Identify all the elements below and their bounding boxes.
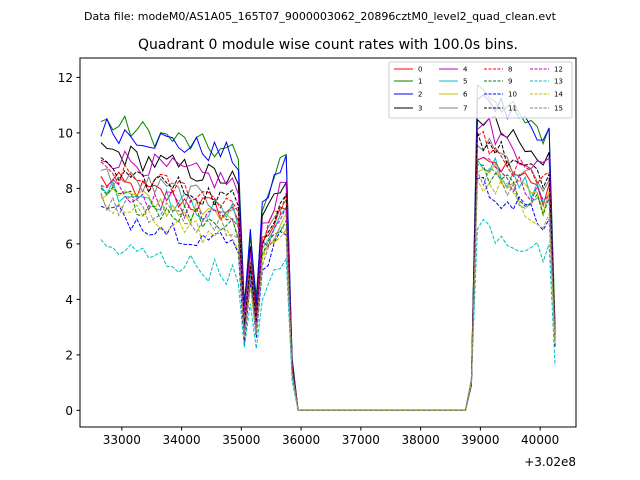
legend-label-8: 8	[508, 66, 512, 74]
legend-box	[388, 61, 573, 119]
x-tick-label: 36000	[282, 433, 320, 447]
x-tick-label: 35000	[222, 433, 260, 447]
y-tick-label: 6	[65, 237, 73, 251]
series-line-7	[100, 137, 556, 411]
x-tick-label: 39000	[461, 433, 499, 447]
series-line-2	[100, 94, 556, 411]
y-tick-label: 4	[65, 293, 73, 307]
x-tick-label: 40000	[521, 433, 559, 447]
x-tick-label: 34000	[162, 433, 200, 447]
y-axis: 0 2 4 6 8 10 12	[58, 71, 80, 418]
y-tick-label: 10	[58, 126, 73, 140]
y-tick-label: 2	[65, 348, 73, 362]
series-line-0	[100, 156, 556, 411]
y-tick-label: 12	[58, 71, 73, 85]
x-tick-label: 38000	[402, 433, 440, 447]
legend-label-4: 4	[463, 66, 468, 74]
legend-label-13: 13	[554, 78, 563, 86]
series-line-3	[100, 115, 556, 411]
x-tick-label: 37000	[342, 433, 380, 447]
y-tick-label: 0	[65, 404, 73, 418]
legend-label-9: 9	[508, 78, 512, 86]
series-line-4	[100, 117, 556, 411]
data-file-header: Data file: modeM0/AS1A05_165T07_90000030…	[84, 10, 557, 23]
legend-label-10: 10	[508, 91, 517, 99]
legend-label-7: 7	[463, 105, 467, 113]
plot-frame	[79, 57, 577, 428]
series-line-13	[100, 218, 556, 411]
series-line-8	[100, 130, 556, 411]
x-axis: 33000 34000 35000 36000 37000 38000 39000 40000	[103, 427, 559, 447]
x-offset-label: +3.02e8	[524, 455, 576, 469]
legend-label-5: 5	[463, 78, 467, 86]
legend-label-11: 11	[508, 105, 517, 113]
legend-label-3: 3	[418, 105, 422, 113]
series-line-1	[100, 84, 556, 411]
legend-label-14: 14	[554, 91, 563, 99]
legend-label-12: 12	[554, 66, 563, 74]
series-line-14	[100, 179, 556, 411]
chart-title: Quadrant 0 module wise count rates with …	[138, 37, 518, 53]
legend-label-2: 2	[418, 91, 422, 99]
legend-label-1: 1	[418, 78, 422, 86]
legend-label-6: 6	[463, 91, 468, 99]
series-line-15	[100, 167, 556, 411]
series-line-9	[100, 163, 556, 411]
x-tick-label: 33000	[103, 433, 141, 447]
y-tick-label: 8	[65, 182, 73, 196]
series-layer	[100, 84, 556, 411]
legend-label-0: 0	[418, 66, 422, 74]
legend-label-15: 15	[554, 105, 563, 113]
